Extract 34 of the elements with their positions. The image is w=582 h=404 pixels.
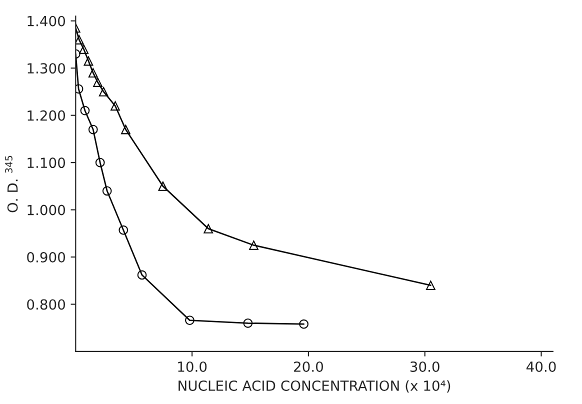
point xyxy=(249,240,258,250)
point xyxy=(84,56,94,66)
point xyxy=(102,186,112,196)
point xyxy=(137,270,147,280)
y-tick-label: 1.400 xyxy=(28,16,66,26)
point xyxy=(185,316,194,325)
y-tick-label: 0.900 xyxy=(27,252,66,262)
point xyxy=(76,35,84,44)
point xyxy=(118,225,128,235)
point xyxy=(98,87,108,96)
y-tick-label: 1.100 xyxy=(28,158,66,168)
x-tick-label: 20.0 xyxy=(294,361,323,372)
point xyxy=(93,78,102,87)
y-tick-label: 1.200 xyxy=(28,110,66,121)
x-axis-title: NUCLEIC ACID CONCENTRATION (x 10⁴) xyxy=(178,380,450,393)
x-tick-label: 30.0 xyxy=(410,361,440,372)
point xyxy=(80,106,90,116)
x-tick-label: 10.0 xyxy=(178,361,207,372)
point xyxy=(121,124,130,134)
y-tick-label: 1.300 xyxy=(28,63,66,74)
point xyxy=(88,124,98,134)
x-tick-label: 40.0 xyxy=(526,361,556,372)
y-axis-title: O. D. $^{345}$ xyxy=(5,156,18,212)
point xyxy=(95,158,105,168)
y-tick-label: 1.000 xyxy=(28,204,66,216)
y-tick-label: 0.800 xyxy=(27,299,66,310)
point xyxy=(204,224,214,234)
point xyxy=(299,319,308,329)
point xyxy=(110,101,120,111)
point xyxy=(88,68,98,78)
point xyxy=(426,280,436,290)
point xyxy=(243,318,253,328)
point xyxy=(158,181,168,191)
point xyxy=(79,44,88,54)
